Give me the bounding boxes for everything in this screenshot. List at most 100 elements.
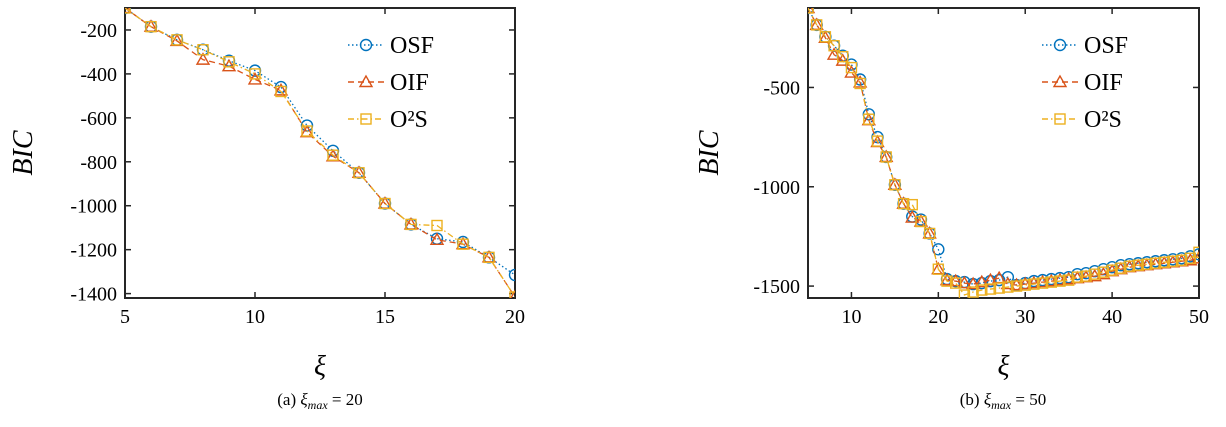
series-os — [808, 8, 1199, 298]
data-point — [457, 238, 469, 250]
legend-marker — [360, 113, 372, 125]
data-point — [1089, 268, 1101, 280]
data-point — [852, 75, 868, 88]
data-point — [145, 20, 157, 33]
legend-marker — [1052, 74, 1068, 88]
caption-prefix: (a) — [277, 390, 300, 409]
y-tick-label: -1200 — [70, 240, 117, 262]
y-tick-label: -600 — [80, 108, 117, 130]
legend-marker — [358, 74, 374, 88]
legend-marker — [1054, 113, 1066, 125]
data-point — [976, 284, 988, 296]
data-point — [993, 282, 1005, 294]
x-axis-label: ξ — [998, 351, 1010, 382]
data-point — [1149, 257, 1162, 269]
data-point — [301, 125, 313, 137]
y-tick-label: -800 — [80, 152, 117, 174]
data-point — [275, 85, 287, 98]
data-point — [1054, 275, 1066, 287]
series-line — [808, 8, 1199, 286]
series-line — [808, 8, 1199, 286]
data-point — [221, 58, 237, 72]
y-tick-label: -1000 — [753, 177, 800, 199]
caption: (b) ξmax = 50 — [960, 390, 1046, 412]
data-point — [429, 232, 445, 245]
series-line — [125, 8, 515, 276]
caption-suffix: = 20 — [328, 390, 363, 409]
legend-label: OSF — [1084, 33, 1128, 59]
data-point — [950, 277, 962, 289]
plot-frame — [124, 7, 516, 299]
legend: OSF OIF O²S — [348, 33, 434, 133]
caption-suffix: = 50 — [1011, 390, 1046, 409]
data-point — [1071, 271, 1084, 283]
data-point — [353, 167, 365, 179]
data-point — [1184, 252, 1197, 264]
series-oif — [125, 8, 515, 298]
y-axis-label: BIC — [694, 130, 725, 175]
data-point — [1158, 256, 1170, 268]
data-point — [906, 198, 918, 211]
data-point — [1080, 270, 1092, 282]
data-point — [1036, 277, 1049, 289]
x-tick-label: 10 — [841, 306, 861, 328]
data-point — [1175, 254, 1188, 266]
data-point — [509, 291, 515, 298]
legend-marker — [359, 38, 373, 52]
data-point — [1002, 281, 1014, 293]
data-point — [1132, 259, 1144, 271]
data-point — [844, 65, 859, 78]
chart-panel-b: 10 20 30 40 50 -500 -1000 -1500 ξ BIC OSF OIF O²S (b)… — [694, 7, 1209, 412]
data-point — [932, 243, 945, 256]
y-tick-label: -200 — [80, 20, 117, 42]
y-tick-label: -1400 — [70, 284, 117, 306]
data-point — [1062, 274, 1075, 286]
caption-prefix: (b) — [960, 390, 984, 409]
caption-xi: ξ — [984, 390, 992, 409]
data-point — [941, 275, 953, 287]
data-point — [837, 50, 849, 63]
data-point — [1193, 246, 1199, 259]
y-tick-label: -1500 — [753, 276, 800, 298]
x-tick-label: 5 — [120, 306, 130, 328]
data-point — [965, 276, 981, 290]
data-point — [249, 68, 261, 80]
x-tick-label: 20 — [505, 306, 525, 328]
data-point — [379, 197, 391, 210]
legend-marker — [1053, 38, 1067, 52]
x-axis-label: ξ — [314, 351, 326, 382]
data-point — [1123, 260, 1136, 272]
y-tick-label: -1000 — [70, 196, 117, 218]
data-point — [405, 218, 417, 231]
data-point — [889, 179, 901, 191]
data-point — [854, 77, 866, 90]
data-point — [958, 289, 971, 298]
legend-label: O²S — [1084, 107, 1122, 133]
y-tick-label: -400 — [80, 64, 117, 86]
data-point — [1115, 262, 1127, 274]
data-point — [223, 56, 235, 68]
data-point — [273, 82, 289, 96]
data-point — [1106, 264, 1118, 276]
data-point — [508, 268, 515, 282]
caption: (a) ξmax = 20 — [277, 390, 363, 412]
x-tick-label: 10 — [245, 306, 265, 328]
data-point — [880, 151, 892, 163]
data-point — [483, 251, 495, 264]
data-point — [195, 52, 211, 65]
data-point — [1028, 278, 1040, 290]
series-oif — [808, 8, 1199, 291]
data-point — [863, 113, 875, 125]
data-point — [974, 274, 989, 288]
data-point — [510, 289, 515, 298]
data-point — [171, 34, 183, 46]
y-tick-label: -500 — [763, 77, 800, 99]
data-point — [932, 263, 945, 275]
y-axis-label: BIC — [8, 130, 39, 175]
caption-subscript: max — [991, 398, 1012, 412]
series-line — [125, 8, 515, 298]
data-point — [984, 283, 997, 295]
data-point — [845, 61, 858, 74]
data-point — [431, 219, 443, 232]
